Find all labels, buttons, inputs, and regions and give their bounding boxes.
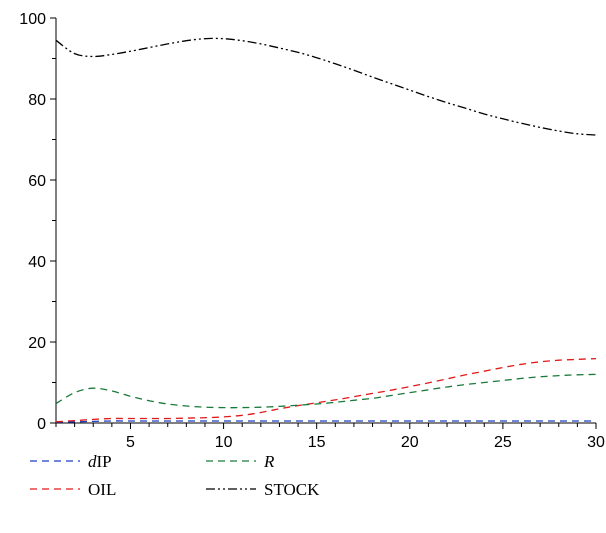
x-tick-label: 5	[126, 434, 135, 451]
legend-label-suffix: IP	[97, 452, 112, 471]
y-tick-label: 20	[28, 335, 46, 352]
series-line-dip	[55, 420, 596, 423]
y-ticks: 0 20 40 60 80 100	[19, 11, 56, 433]
y-tick-label: 80	[28, 92, 46, 109]
y-tick-label: 60	[28, 173, 46, 190]
x-tick-label: 10	[215, 434, 233, 451]
series-lines	[55, 37, 597, 423]
series-line-r	[55, 373, 597, 409]
legend-label-dip: dIP	[88, 452, 112, 471]
plot-area: 5 10 15 20 25 30 0 20 40 60 80 100	[19, 11, 605, 451]
x-tick-label: 20	[401, 434, 419, 451]
y-tick-label: 0	[37, 416, 46, 433]
x-ticks: 5 10 15 20 25 30	[55, 423, 605, 451]
legend: dIP R OIL STOCK	[30, 452, 320, 499]
y-tick-label: 40	[28, 254, 46, 271]
x-tick-label: 15	[308, 434, 326, 451]
y-tick-label: 100	[19, 11, 46, 28]
series-line-stock	[55, 37, 597, 136]
legend-label-oil: OIL	[88, 480, 116, 499]
series-line-oil	[55, 357, 597, 423]
legend-label-stock: STOCK	[264, 480, 320, 499]
x-tick-label: 25	[494, 434, 512, 451]
legend-label-r: R	[263, 452, 275, 471]
legend-label-prefix: d	[88, 452, 97, 471]
x-tick-label: 30	[587, 434, 605, 451]
